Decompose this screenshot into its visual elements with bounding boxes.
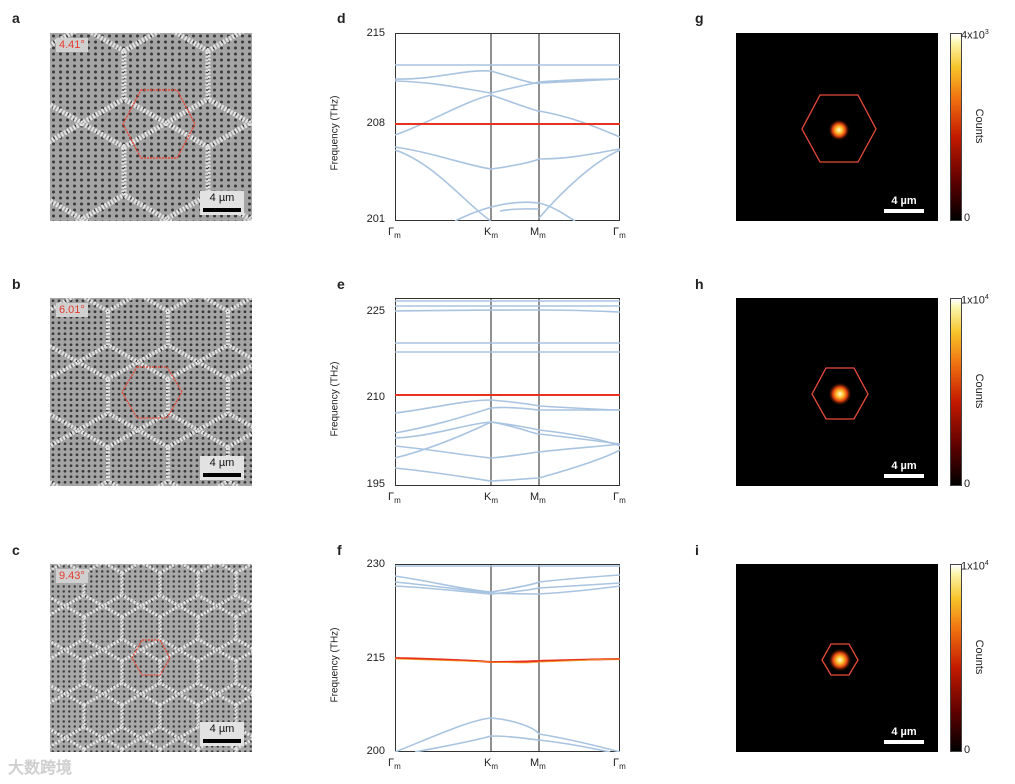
panel-label-h: h bbox=[695, 276, 704, 292]
xtick-f-m: Mm bbox=[530, 757, 546, 772]
hexagon-outline-c bbox=[131, 639, 171, 676]
twist-angle-a: 4.41° bbox=[56, 38, 88, 52]
twist-angle-c: 9.43° bbox=[56, 569, 88, 583]
xtick-d-gamma2: Γm bbox=[613, 226, 626, 241]
panel-label-i: i bbox=[695, 542, 699, 558]
pl-map-h: 4 µm bbox=[736, 298, 938, 486]
panel-label-c: c bbox=[12, 542, 20, 558]
scale-bar-b: 4 µm bbox=[200, 456, 244, 480]
ytick-f-bot: 200 bbox=[366, 745, 385, 757]
colorbar-min-i: 0 bbox=[964, 744, 971, 756]
colorbar-g bbox=[950, 33, 962, 221]
y-axis-label-e: Frequency (THz) bbox=[329, 361, 341, 437]
sem-image-a: 4.41° 4 µm bbox=[50, 33, 252, 221]
band-structure-e bbox=[395, 298, 620, 486]
mode-spot-i bbox=[821, 643, 859, 676]
xtick-f-gamma1: Γm bbox=[388, 757, 401, 772]
xtick-f-k: Km bbox=[484, 757, 499, 772]
xtick-f-gamma2: Γm bbox=[613, 757, 626, 772]
panel-label-a: a bbox=[12, 10, 20, 26]
xtick-e-k: Km bbox=[484, 491, 499, 506]
scale-bar-c: 4 µm bbox=[200, 722, 244, 746]
xtick-e-gamma2: Γm bbox=[613, 491, 626, 506]
colorbar-h bbox=[950, 298, 962, 486]
ytick-f-top: 230 bbox=[366, 558, 385, 570]
ytick-e-bot: 195 bbox=[366, 478, 385, 490]
colorbar-min-g: 0 bbox=[964, 212, 971, 224]
xtick-e-m: Mm bbox=[530, 491, 546, 506]
panel-label-g: g bbox=[695, 10, 704, 26]
watermark: 大数跨境 bbox=[8, 760, 73, 777]
xtick-d-gamma1: Γm bbox=[388, 226, 401, 241]
scale-bar-i: 4 µm bbox=[884, 726, 924, 744]
band-structure-f bbox=[395, 564, 620, 752]
colorbar-label-h: Counts bbox=[973, 373, 985, 409]
band-structure-d bbox=[395, 33, 620, 221]
ytick-f-mid: 215 bbox=[366, 652, 385, 664]
colorbar-max-h: 1x104 bbox=[961, 294, 989, 307]
ytick-d-mid: 208 bbox=[366, 117, 385, 129]
hexagon-outline-b bbox=[121, 366, 183, 419]
hexagon-outline-a bbox=[122, 89, 196, 159]
pl-map-i: 4 µm bbox=[736, 564, 938, 752]
sem-image-c: 9.43° 4 µm bbox=[50, 564, 252, 752]
xtick-d-k: Km bbox=[484, 226, 499, 241]
sem-texture-a bbox=[50, 33, 252, 221]
y-axis-label-f: Frequency (THz) bbox=[329, 627, 341, 703]
panel-label-e: e bbox=[337, 276, 345, 292]
scale-bar-h: 4 µm bbox=[884, 460, 924, 478]
colorbar-max-i: 1x104 bbox=[961, 560, 989, 573]
mode-spot-h bbox=[811, 367, 869, 420]
xtick-d-m: Mm bbox=[530, 226, 546, 241]
scale-bar-g: 4 µm bbox=[884, 195, 924, 213]
pl-map-g: 4 µm bbox=[736, 33, 938, 221]
sem-texture-c bbox=[50, 564, 252, 752]
panel-label-d: d bbox=[337, 10, 346, 26]
colorbar-max-g: 4x103 bbox=[961, 29, 989, 42]
panel-label-b: b bbox=[12, 276, 21, 292]
panel-label-f: f bbox=[337, 542, 342, 558]
ytick-e-mid: 210 bbox=[366, 391, 385, 403]
ytick-d-top: 215 bbox=[366, 27, 385, 39]
colorbar-label-g: Counts bbox=[973, 108, 985, 144]
mode-spot-g bbox=[801, 94, 877, 163]
ytick-d-bot: 201 bbox=[366, 213, 385, 225]
scale-bar-a: 4 µm bbox=[200, 191, 244, 215]
y-axis-label-d: Frequency (THz) bbox=[329, 95, 341, 171]
colorbar-min-h: 0 bbox=[964, 478, 971, 490]
twist-angle-b: 6.01° bbox=[56, 303, 88, 317]
colorbar-i bbox=[950, 564, 962, 752]
colorbar-label-i: Counts bbox=[973, 639, 985, 675]
xtick-e-gamma1: Γm bbox=[388, 491, 401, 506]
sem-texture-b bbox=[50, 298, 252, 486]
ytick-e-top: 225 bbox=[366, 305, 385, 317]
sem-image-b: 6.01° 4 µm bbox=[50, 298, 252, 486]
